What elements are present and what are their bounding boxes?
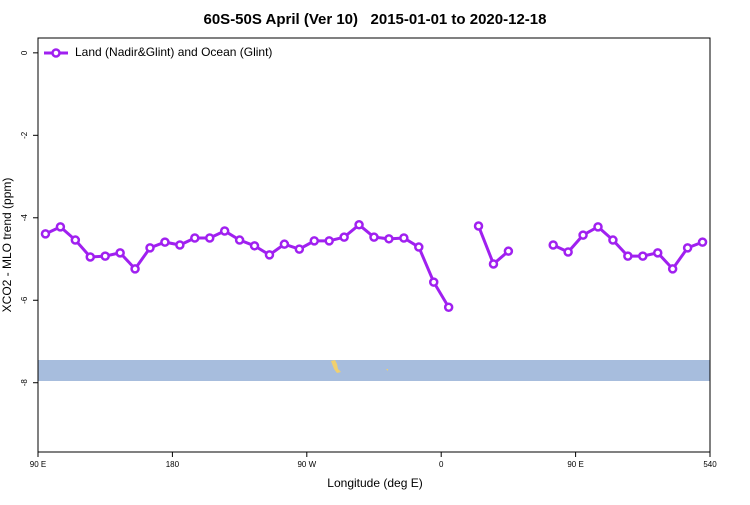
plot-frame (37, 37, 711, 453)
point (100, 251, 110, 261)
point (608, 235, 618, 245)
point (294, 244, 305, 254)
point (234, 235, 245, 245)
point (473, 221, 484, 231)
point (578, 230, 588, 240)
point (563, 247, 573, 257)
y-axis-label: XCO2 - MLO trend (ppm) (0, 178, 14, 313)
point (324, 236, 334, 246)
x-tick-label: 90 W (297, 460, 316, 469)
point (548, 240, 558, 250)
point (145, 243, 155, 253)
point (697, 237, 708, 247)
x-tick-label: 90 E (30, 460, 46, 469)
x-axis-label: Longitude (deg E) (327, 476, 422, 490)
point (593, 222, 603, 232)
point (339, 232, 349, 242)
x-tick-label: 540 (703, 460, 717, 469)
y-tick-label: -2 (20, 131, 29, 139)
chart-title: 60S-50S April (Ver 10) 2015-01-01 to 202… (204, 11, 547, 28)
x-tick-label: 180 (166, 460, 180, 469)
point (115, 248, 125, 258)
point (428, 277, 439, 287)
point (55, 222, 66, 232)
point (160, 237, 170, 247)
y-tick-label: -6 (20, 296, 29, 304)
point (384, 234, 394, 244)
point (652, 248, 663, 258)
point (219, 226, 230, 236)
point (249, 241, 260, 251)
point (175, 240, 185, 250)
y-tick-label: -4 (20, 214, 29, 222)
point (399, 233, 409, 243)
point (682, 243, 693, 253)
point (190, 233, 200, 243)
point (623, 251, 633, 261)
point (204, 233, 215, 243)
map-strip (38, 360, 710, 381)
x-tick-label: 0 (439, 460, 444, 469)
point (369, 232, 379, 242)
point (638, 251, 648, 261)
point (85, 252, 96, 262)
point (414, 242, 424, 252)
legend-label: Land (Nadir&Glint) and Ocean (Glint) (75, 45, 272, 59)
point (503, 246, 514, 256)
point (40, 229, 51, 239)
y-tick-label: -8 (20, 379, 29, 387)
point (667, 264, 678, 274)
point (130, 264, 140, 274)
point (264, 250, 275, 260)
point (354, 220, 364, 230)
y-tick-label: 0 (20, 50, 29, 55)
legend-marker (51, 48, 61, 58)
point (70, 235, 81, 245)
land-shape (331, 360, 388, 373)
point (488, 259, 499, 269)
point (279, 239, 290, 249)
x-tick-label: 90 E (567, 460, 583, 469)
point (309, 236, 320, 246)
point (443, 302, 454, 313)
